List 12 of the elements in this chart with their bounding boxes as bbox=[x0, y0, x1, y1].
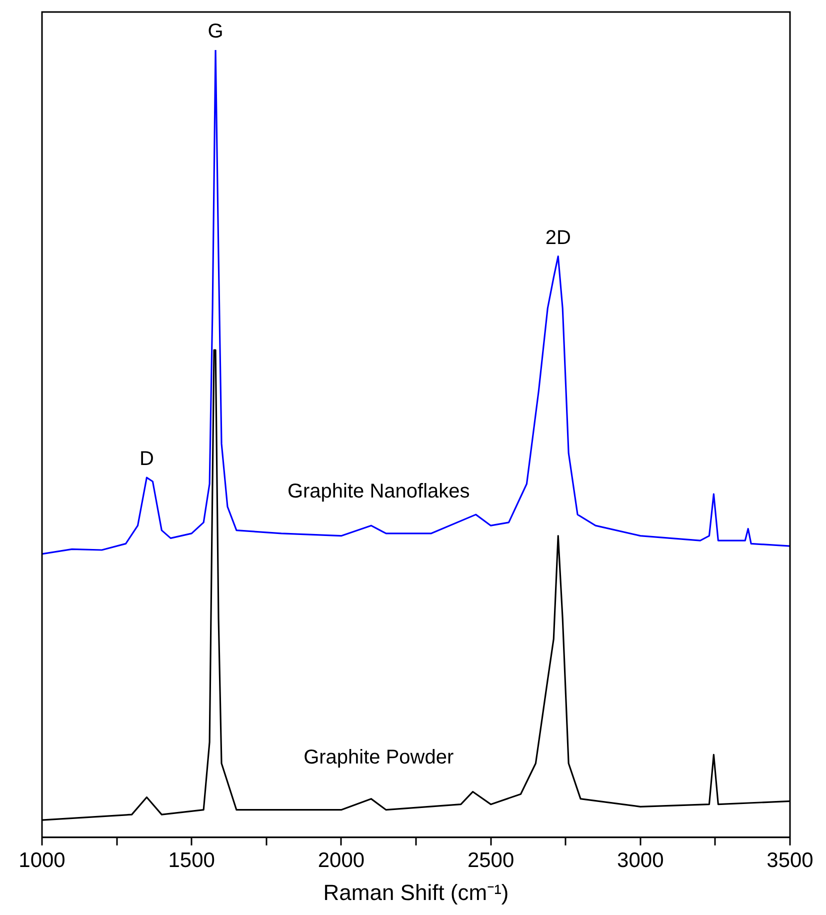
x-tick-label: 1000 bbox=[18, 848, 66, 872]
x-tick-label: 3000 bbox=[617, 848, 664, 872]
x-tick-label: 3500 bbox=[766, 848, 814, 872]
annotation: G bbox=[208, 20, 224, 43]
x-tick-label: 1500 bbox=[168, 848, 215, 872]
x-axis-title: Raman Shift (cm⁻¹) bbox=[323, 880, 509, 905]
annotation: D bbox=[139, 448, 154, 470]
x-tick-label: 2000 bbox=[318, 848, 365, 872]
series-label: Graphite Nanoflakes bbox=[287, 480, 470, 502]
series-label: Graphite Powder bbox=[304, 746, 454, 769]
x-tick-label: 2500 bbox=[467, 848, 514, 872]
annotation: 2D bbox=[545, 226, 571, 249]
